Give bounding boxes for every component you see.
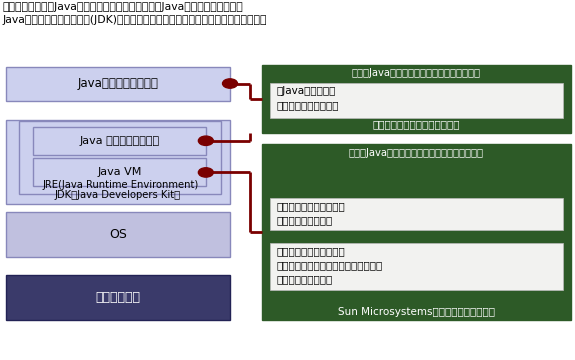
FancyBboxPatch shape	[262, 65, 571, 133]
Text: Javaアプリケーション: Javaアプリケーション	[78, 77, 158, 90]
Text: 日立では高品質なJavaシステムを実現するために，Javaアプリケーション，
Javaアプリケーション基盤(JDK)の双方について高品質化の取り組みを推進してい: 日立では高品質なJavaシステムを実現するために，Javaアプリケーション， J…	[3, 2, 267, 26]
Text: Sun Microsystems社とのライセンス契約: Sun Microsystems社とのライセンス契約	[338, 307, 495, 317]
Text: Java VM: Java VM	[97, 167, 142, 177]
FancyBboxPatch shape	[6, 120, 230, 204]
Text: JDK（Java Developers Kit）: JDK（Java Developers Kit）	[55, 190, 181, 200]
FancyBboxPatch shape	[270, 243, 563, 290]
FancyBboxPatch shape	[33, 127, 206, 155]
FancyBboxPatch shape	[33, 158, 206, 186]
FancyBboxPatch shape	[6, 67, 230, 101]
Text: OS: OS	[109, 228, 127, 242]
Text: JRE(Java Runtime Environment): JRE(Java Runtime Environment)	[42, 180, 198, 190]
FancyBboxPatch shape	[6, 275, 230, 320]
Circle shape	[198, 136, 213, 145]
Text: ・Java開発標準化
・構築ノウハウの活用: ・Java開発標準化 ・構築ノウハウの活用	[277, 86, 339, 111]
Text: 日立グループ全体での取り組み: 日立グループ全体での取り組み	[373, 120, 460, 130]
Circle shape	[198, 168, 213, 177]
Text: ・高性能化への取り組み
・トラブルシューティング機能の強化
・高品質製品の提供: ・高性能化への取り組み ・トラブルシューティング機能の強化 ・高品質製品の提供	[277, 247, 383, 285]
Text: Java クラスライブラリ: Java クラスライブラリ	[79, 136, 160, 146]
Text: ・高性能化への取り組み
・高品質製品の提供: ・高性能化への取り組み ・高品質製品の提供	[277, 202, 346, 226]
FancyBboxPatch shape	[270, 83, 563, 118]
FancyBboxPatch shape	[6, 212, 230, 257]
Text: ハードウェア: ハードウェア	[95, 291, 140, 305]
Circle shape	[223, 79, 237, 88]
FancyBboxPatch shape	[262, 144, 571, 320]
FancyBboxPatch shape	[270, 198, 563, 230]
Text: 高品質Javaアプリケーション基盤への取り組み: 高品質Javaアプリケーション基盤への取り組み	[349, 148, 484, 158]
FancyBboxPatch shape	[19, 121, 221, 194]
Text: 高品質Javaアプリケーション開発の取り組み: 高品質Javaアプリケーション開発の取り組み	[352, 68, 481, 78]
